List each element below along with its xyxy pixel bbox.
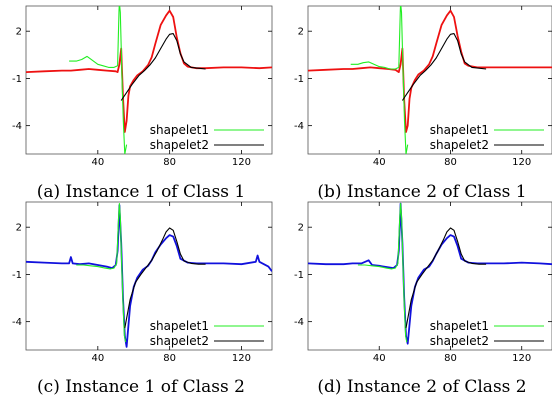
shapelet2-line <box>120 33 206 101</box>
legend-label-shapelet1: shapelet1 <box>430 319 489 333</box>
x-tick-label: 80 <box>163 157 176 168</box>
y-tick-label: -1 <box>12 270 22 281</box>
x-tick-label: 80 <box>163 353 176 364</box>
caption-4: (d) Instance 2 of Class 2 <box>317 377 526 397</box>
x-tick-label: 80 <box>444 353 457 364</box>
plot-frame <box>25 5 273 155</box>
shapelet1-line <box>76 203 127 343</box>
shapelet1-line <box>69 6 128 154</box>
caption-3: (c) Instance 1 of Class 2 <box>37 377 245 397</box>
y-tick-label: -1 <box>12 74 22 85</box>
shapelet2-line <box>405 227 487 329</box>
x-tick-label: 120 <box>232 157 251 168</box>
y-tick-label: -1 <box>294 74 304 85</box>
plot-area <box>308 202 552 345</box>
legend-label-shapelet2: shapelet2 <box>430 334 489 348</box>
x-tick-label: 40 <box>373 157 386 168</box>
legend-label-shapelet2: shapelet2 <box>430 138 489 152</box>
shapelet2-line <box>124 227 206 329</box>
x-tick-label: 80 <box>444 157 457 168</box>
x-tick-label: 120 <box>232 353 251 364</box>
shapelet2-line <box>401 33 487 101</box>
y-tick-label: -4 <box>12 121 22 132</box>
x-tick-label: 40 <box>373 353 386 364</box>
legend-label-shapelet2: shapelet2 <box>150 334 209 348</box>
y-tick-label: -4 <box>12 317 22 328</box>
y-tick-label: 2 <box>16 27 22 38</box>
y-tick-label: 2 <box>16 223 22 234</box>
series-line <box>26 204 272 348</box>
x-tick-label: 120 <box>512 157 531 168</box>
shapelet1-line <box>357 203 408 343</box>
legend-label-shapelet1: shapelet1 <box>430 123 489 137</box>
y-tick-label: -4 <box>294 121 304 132</box>
plot-frame <box>25 201 273 351</box>
plot-frame <box>307 5 552 155</box>
series-line <box>308 9 552 133</box>
caption-2: (b) Instance 2 of Class 1 <box>317 182 526 202</box>
plot-area <box>308 6 552 154</box>
y-tick-label: 2 <box>298 223 304 234</box>
y-tick-label: -4 <box>294 317 304 328</box>
legend-label-shapelet1: shapelet1 <box>150 319 209 333</box>
x-tick-label: 40 <box>91 157 104 168</box>
legend-label-shapelet2: shapelet2 <box>150 138 209 152</box>
legend-label-shapelet1: shapelet1 <box>150 123 209 137</box>
caption-1: (a) Instance 1 of Class 1 <box>37 182 246 202</box>
x-tick-label: 40 <box>91 353 104 364</box>
plot-frame <box>307 201 552 351</box>
y-tick-label: -1 <box>294 270 304 281</box>
x-tick-label: 120 <box>512 353 531 364</box>
shapelet1-line <box>350 6 409 154</box>
series-line <box>26 9 272 133</box>
plot-area <box>26 203 272 348</box>
y-tick-label: 2 <box>298 27 304 38</box>
plot-area <box>26 6 272 154</box>
